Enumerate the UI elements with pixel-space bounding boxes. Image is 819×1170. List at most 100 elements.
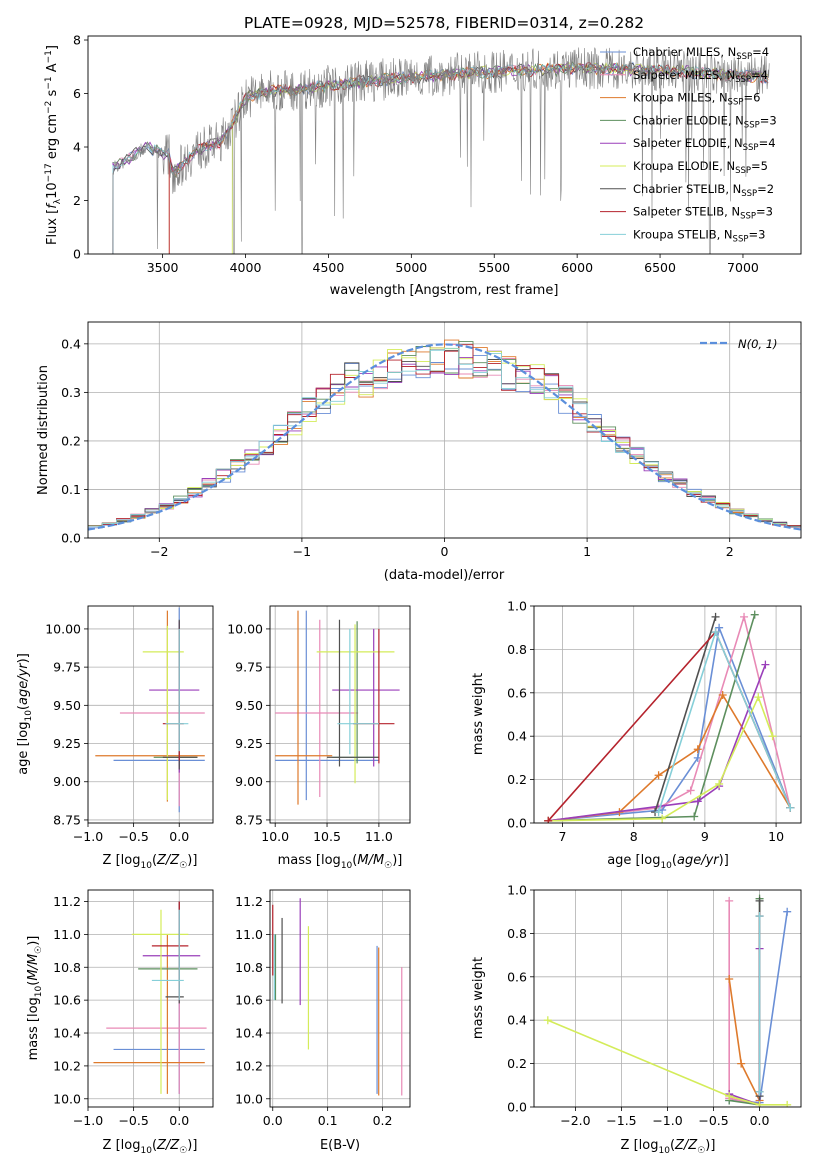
legend-label-main: Kroupa STELIB, N (633, 227, 733, 241)
label-part: ( (16, 705, 31, 710)
weight-marker (725, 896, 734, 905)
legend-label: Kroupa ELODIE, NSSP=5 (633, 159, 768, 176)
legend-label-main: Salpeter ELODIE, N (633, 136, 743, 150)
weight-marker (755, 912, 764, 921)
weight-marker (658, 814, 667, 823)
panel-spectrum: 3500 4000 4500 5000 5500 6000 6500 7000 0 2 4 6 8 PLA… (44, 14, 802, 298)
y-tick-label: 10.0 (53, 1091, 81, 1106)
plot-area-mass_z (88, 890, 213, 1107)
label-part: 10 (658, 1146, 670, 1156)
y-tick-label: 8.75 (235, 812, 263, 827)
legend-label-main: Chabrier ELODIE, N (633, 113, 744, 127)
label-part: A (45, 63, 60, 76)
label-part: −17 (44, 163, 54, 182)
x-tick-label: 0.0 (169, 829, 189, 844)
x-tick-label: −1.0 (652, 1113, 682, 1128)
label-part: ☉ (179, 1146, 187, 1156)
legend-label-sub: SSP (741, 189, 757, 199)
label-part: ☉ (384, 861, 392, 871)
label-part: Z/Z (674, 1138, 698, 1153)
legend-label: Chabrier STELIB, NSSP=2 (633, 182, 774, 199)
panel-age_z: −1.0 −0.5 0.0 8.75 9.00 9.25 9.50 9.75 10.00 Z [l… (16, 605, 214, 871)
label-part: Z/Z (156, 853, 180, 868)
errorbar-point-kroupa_elodie (142, 625, 184, 801)
x-axis-label: Z [log10(Z/Z☉)] (103, 853, 198, 871)
y-tick-label: 8 (73, 33, 81, 48)
y-tick-label: 1.0 (507, 599, 527, 614)
weight-marker (654, 771, 663, 780)
y-tick-label: 9.50 (53, 698, 81, 713)
weight-marker (715, 779, 724, 788)
axes-frame (87, 889, 214, 1108)
x-tick-label: 7000 (727, 260, 759, 275)
label-part: )] (26, 936, 41, 946)
label-part: )] (705, 1138, 715, 1153)
axes-frame (87, 35, 802, 255)
x-tick-label: 6000 (561, 260, 593, 275)
plot-area-weight_z (534, 890, 801, 1107)
x-axis-label: E(B-V) (320, 1138, 360, 1153)
weight-marker (755, 1087, 764, 1096)
legend-label-sub: SSP (736, 52, 752, 62)
y-tick-label: 0.0 (507, 1100, 527, 1115)
y-tick-label: 10.00 (227, 621, 263, 636)
weight-series-kroupa_stelib (755, 912, 764, 1096)
label-part: M/M (357, 853, 384, 868)
panel-mass_ebv: 0.0 0.1 0.2 10.0 10.2 10.4 10.6 10.8 11.0 11.2 E(B… (235, 889, 411, 1153)
weight-marker (761, 660, 770, 669)
axes-frame (87, 321, 802, 539)
legend-label-suffix: =3 (760, 113, 777, 127)
label-part: 10 (341, 861, 353, 871)
x-tick-label: −0.5 (698, 1113, 728, 1128)
legend-label-suffix: =3 (756, 205, 773, 219)
y-tick-label: 10.6 (53, 993, 81, 1008)
label-part: ( (152, 1138, 157, 1153)
x-axis-label: Z [log10(Z/Z☉)] (103, 1138, 198, 1156)
x-tick-label: −1 (293, 544, 311, 559)
x-tick-label: 4500 (313, 260, 345, 275)
x-tick-label: −2 (150, 544, 168, 559)
y-tick-label: 0.8 (507, 926, 527, 941)
legend-label-main: Chabrier MILES, N (633, 45, 736, 59)
y-tick-label: 0.2 (507, 772, 527, 787)
label-part: ( (670, 1138, 675, 1153)
y-tick-label: 10.4 (53, 1026, 81, 1041)
y-tick-label: 10.00 (45, 621, 81, 636)
panel-weight_z: −2.0 −1.5 −1.0 −0.5 0.0 0.0 0.2 0.4 0.6 0.8 1.0 Z [… (471, 883, 802, 1156)
panel-mass_z: −1.0 −0.5 0.0 10.0 10.2 10.4 10.6 10.8 11.0 11.2 Z… (26, 889, 214, 1156)
y-tick-label: 10.6 (235, 993, 263, 1008)
legend-label-suffix: =4 (759, 136, 776, 150)
label-part: age [log (16, 722, 31, 775)
y-tick-label: 10.4 (235, 1026, 263, 1041)
y-axis-label: mass [log10(M/M☉)] (26, 936, 44, 1061)
plot-area-age_mass (270, 606, 410, 823)
label-part: −1 (44, 50, 54, 63)
y-tick-label: 6 (73, 86, 81, 101)
label-part: 10 (660, 861, 672, 871)
errorbar-point-kroupa_miles (275, 610, 333, 805)
weight-marker (755, 1100, 764, 1107)
y-tick-label: 11.2 (235, 894, 263, 909)
label-part: f (45, 202, 60, 209)
y-tick-label: 10.2 (235, 1058, 263, 1073)
weight-marker (737, 1059, 746, 1068)
x-tick-label: 3500 (147, 260, 179, 275)
plot-area-mass_ebv (270, 890, 410, 1107)
y-tick-label: 0.0 (61, 531, 81, 546)
x-tick-label: 5500 (478, 260, 510, 275)
label-part: Z/Z (156, 1138, 180, 1153)
legend-label-sub: SSP (743, 143, 759, 153)
label-part: )] (187, 853, 197, 868)
label-part: age [log (607, 853, 660, 868)
label-part: mass [log (278, 853, 341, 868)
y-tick-label: 0.0 (507, 816, 527, 831)
y-tick-label: 9.25 (53, 736, 81, 751)
weight-marker (654, 808, 663, 817)
weight-marker (711, 612, 720, 621)
x-tick-label: 0.2 (373, 1113, 393, 1128)
label-part: ☉ (179, 861, 187, 871)
weight-marker (725, 974, 734, 983)
label-part: λ (53, 198, 63, 204)
label-part: −2 (44, 101, 54, 114)
